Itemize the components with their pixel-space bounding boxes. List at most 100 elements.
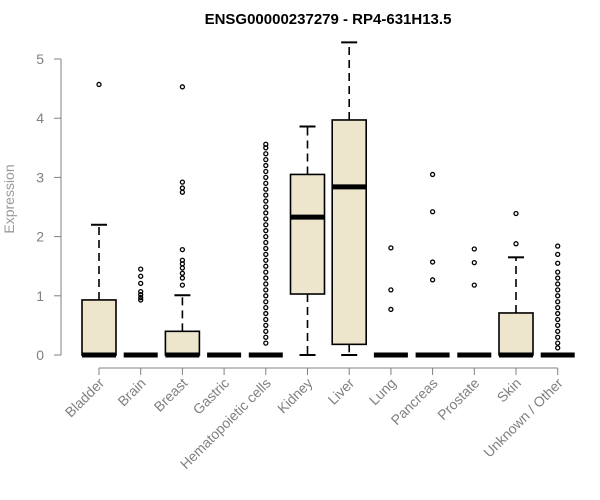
x-tick-label: Bladder (62, 375, 108, 421)
box-group (457, 246, 492, 358)
box-group (331, 41, 368, 356)
outlier-point (555, 334, 561, 340)
box-body (164, 330, 201, 356)
outlier-point (388, 287, 394, 293)
outlier-point (263, 310, 269, 317)
outlier-point (138, 297, 144, 303)
box-group (289, 125, 326, 356)
y-tick-label: 4 (36, 110, 44, 126)
outlier-point (388, 306, 394, 313)
outlier-point (555, 322, 561, 329)
outlier-point (471, 259, 477, 266)
box-group (540, 243, 575, 358)
outlier-point (263, 251, 269, 258)
x-tick-label: Skin (494, 375, 525, 406)
outlier-point (555, 310, 561, 317)
outlier-point (263, 316, 269, 323)
outlier-point (179, 265, 186, 271)
outlier-point (555, 275, 561, 281)
outlier-point (263, 174, 269, 181)
box-group (164, 84, 201, 358)
outlier-point (263, 281, 269, 287)
outlier-point (263, 216, 269, 222)
outlier-point (263, 275, 269, 281)
outlier-point (263, 299, 269, 305)
outlier-point (179, 84, 186, 90)
outlier-point (179, 185, 186, 191)
outlier-point (263, 263, 269, 269)
outlier-point (263, 228, 269, 234)
y-tick-label: 3 (36, 169, 44, 185)
outlier-point (263, 287, 269, 293)
outlier-point (138, 289, 144, 295)
outlier-point (138, 291, 144, 298)
outlier-point (555, 281, 561, 287)
x-tick-label: Brain (114, 375, 148, 409)
outlier-point (555, 345, 561, 351)
box-group (498, 210, 534, 358)
box-body (289, 173, 326, 295)
outlier-point (429, 209, 436, 215)
outlier-point (263, 222, 269, 228)
outlier-point (263, 151, 269, 157)
box-series (81, 41, 575, 358)
x-tick-label: Liver (325, 375, 358, 408)
outlier-point (555, 243, 561, 249)
outlier-point (263, 304, 269, 311)
outlier-point (555, 260, 561, 266)
outlier-point (513, 241, 519, 247)
outlier-point (263, 269, 269, 275)
outlier-point (263, 180, 269, 186)
outlier-point (179, 179, 186, 185)
outlier-point (263, 340, 269, 346)
box-group (373, 245, 408, 358)
outlier-point (179, 270, 186, 276)
outlier-point (179, 275, 186, 281)
x-tick-label: Unknown / Other (480, 375, 566, 461)
outlier-point (471, 246, 477, 252)
outlier-point (179, 282, 186, 288)
outlier-point (138, 266, 144, 272)
box-group (81, 81, 117, 358)
outlier-point (263, 239, 269, 246)
outlier-point (263, 141, 269, 147)
x-tick-label: Lung (366, 375, 399, 408)
box-body (81, 299, 117, 356)
outlier-point (263, 334, 269, 340)
outlier-point (179, 246, 186, 253)
outlier-point (555, 299, 561, 305)
outlier-point (555, 269, 561, 275)
x-tick-label: Kidney (274, 375, 316, 417)
outlier-point (179, 189, 186, 195)
outlier-point (138, 280, 144, 287)
outlier-point (263, 192, 269, 198)
box-body (331, 119, 368, 346)
outlier-point (555, 251, 561, 258)
y-tick-label: 2 (36, 229, 44, 245)
outlier-point (555, 340, 561, 346)
y-axis: 0 1 2 3 4 5 (36, 51, 62, 363)
outlier-point (263, 257, 269, 263)
outlier-point (513, 210, 519, 217)
box-group (415, 171, 450, 358)
outlier-point (555, 316, 561, 323)
outlier-point (263, 156, 269, 163)
y-tick-label: 5 (36, 51, 44, 67)
outlier-point (555, 328, 561, 334)
outlier-point (179, 257, 186, 263)
outlier-point (263, 210, 269, 216)
x-tick-label: Breast (151, 375, 191, 415)
chart-title: ENSG00000237279 - RP4-631H13.5 (205, 11, 452, 28)
y-axis-label: Expression (1, 164, 17, 233)
outlier-point (263, 162, 269, 169)
outlier-point (263, 233, 269, 240)
box-group (123, 266, 158, 358)
outlier-point (471, 282, 477, 288)
box-group (248, 141, 283, 358)
outlier-point (138, 294, 144, 301)
outlier-point (263, 168, 269, 175)
outlier-point (138, 273, 144, 279)
outlier-point (263, 293, 269, 299)
